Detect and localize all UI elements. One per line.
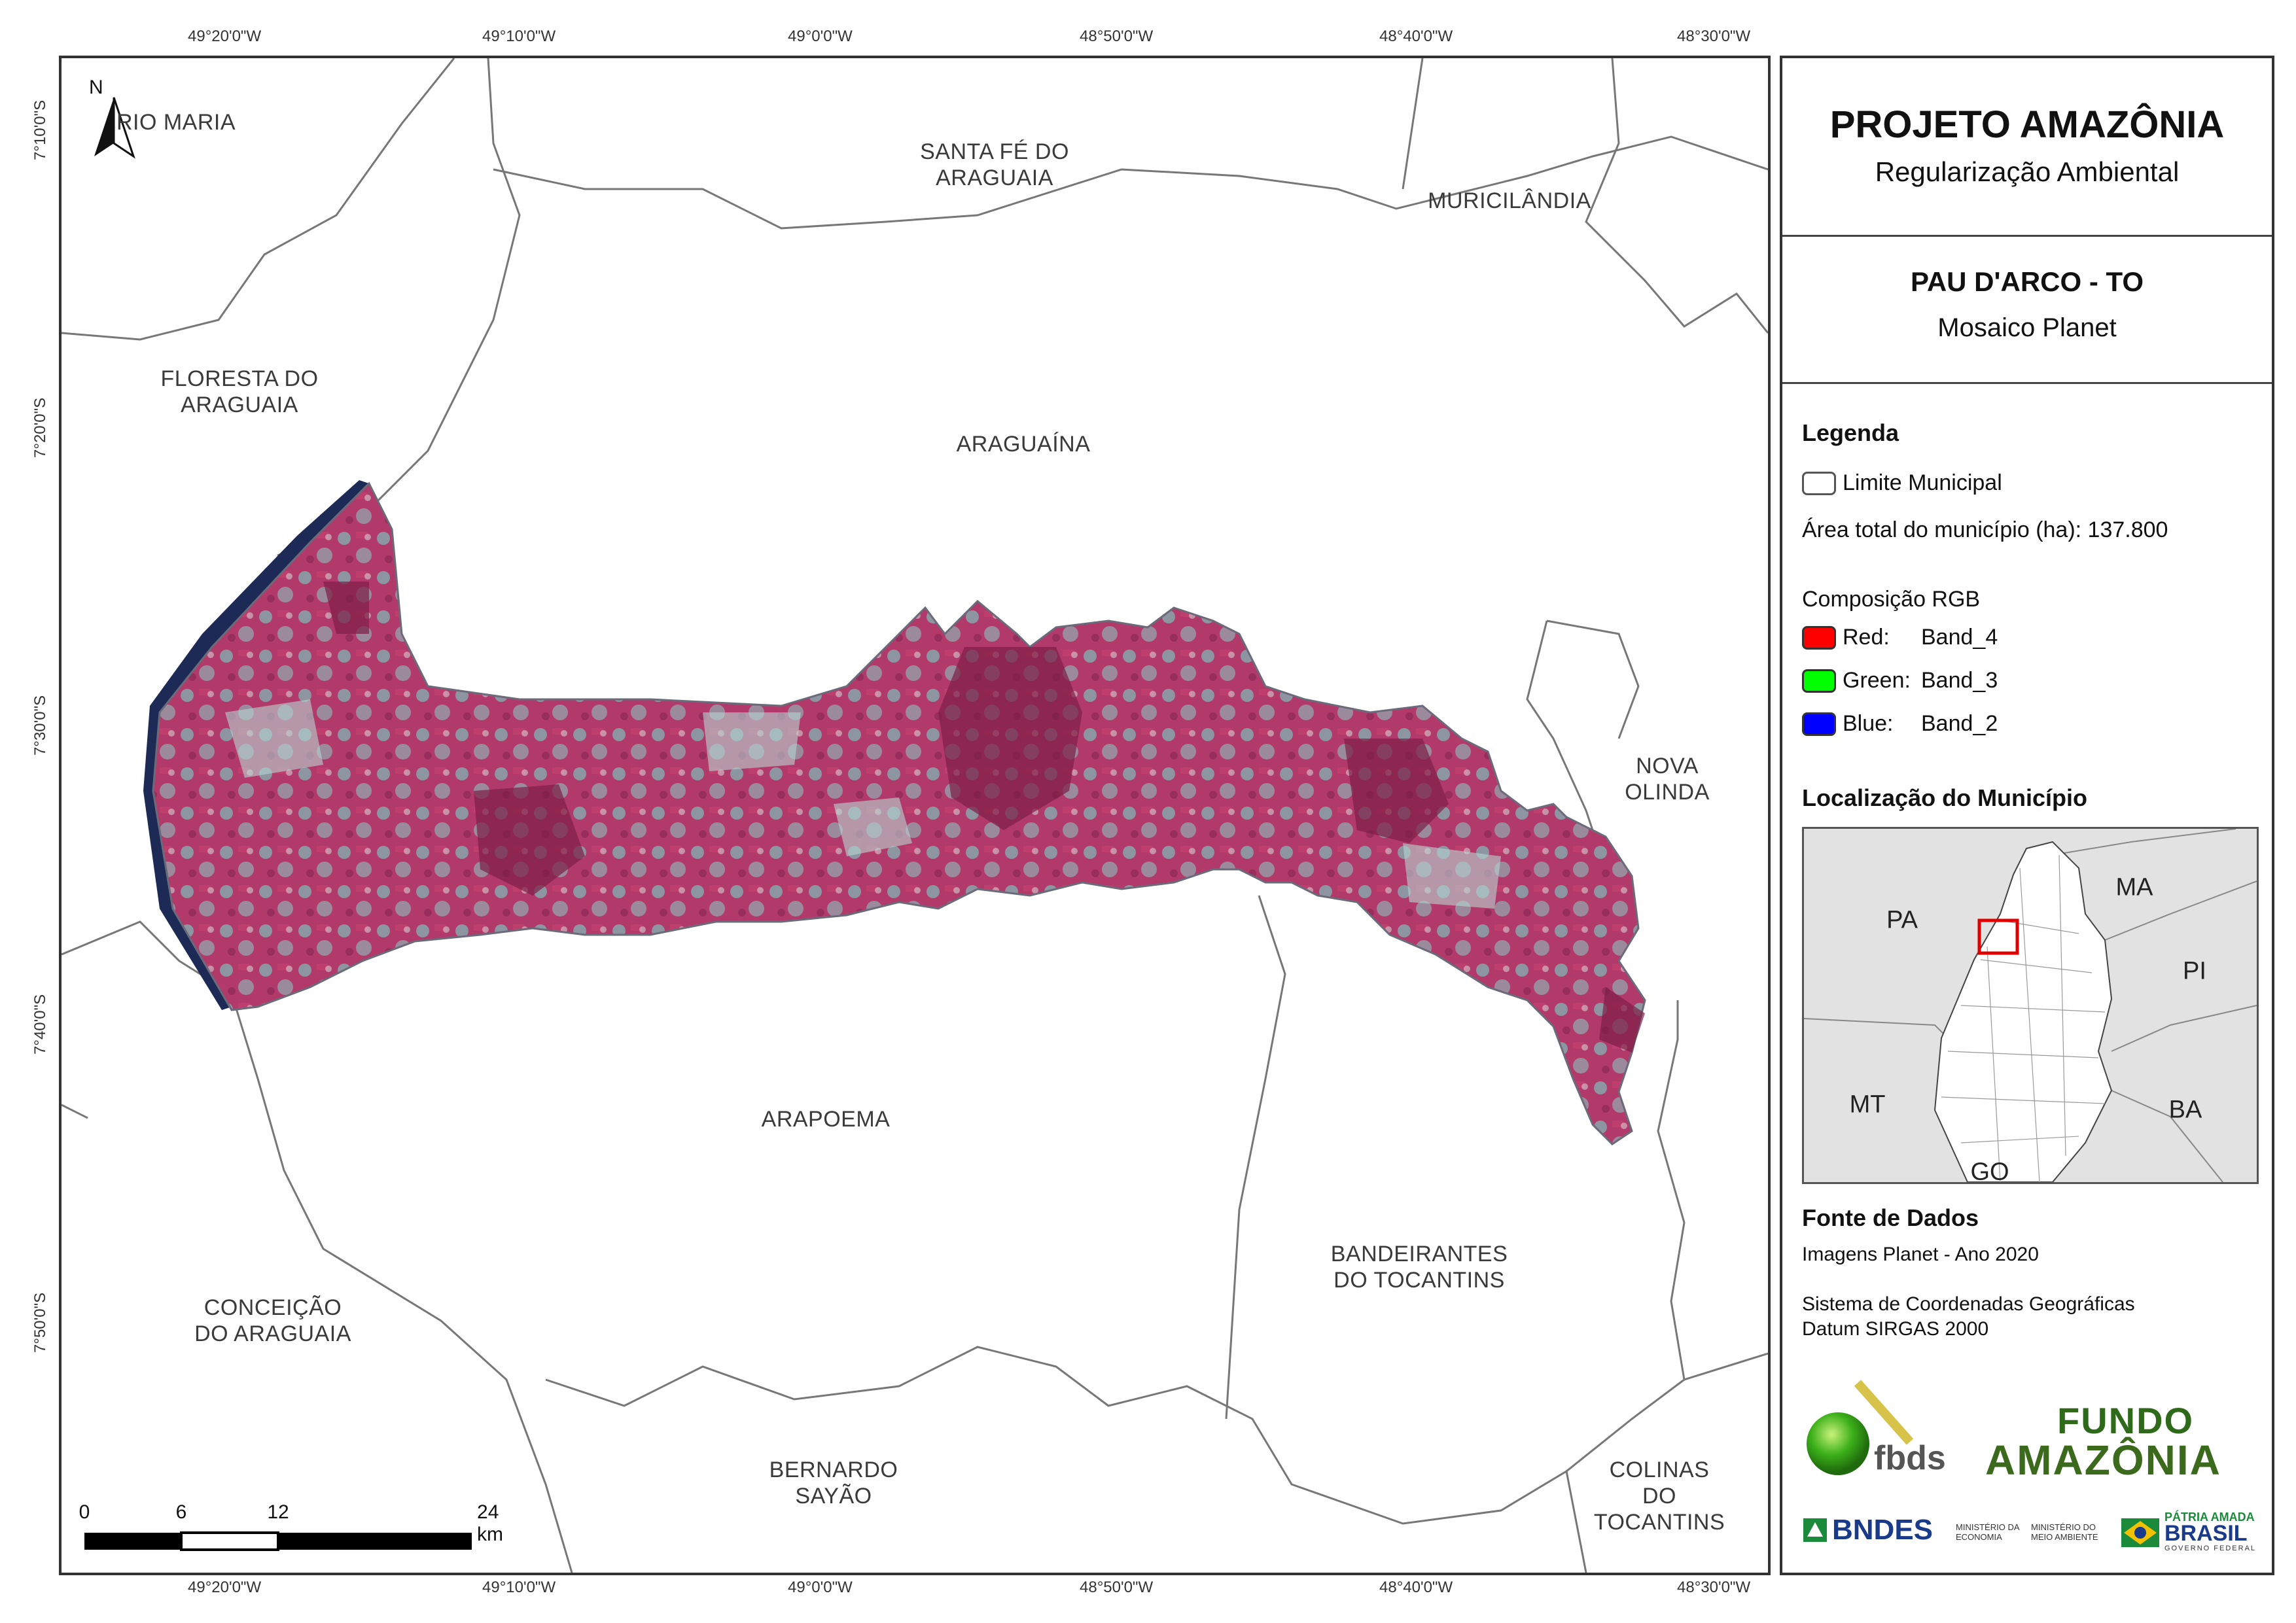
inset-label-go: GO (1970, 1158, 2009, 1184)
limit-swatch-icon (1802, 471, 1836, 495)
legend-panel: PROJETO AMAZÔNIA Regularização Ambiental… (1780, 56, 2274, 1575)
label-floresta: FLORESTA DO ARAGUAIA (160, 366, 319, 417)
scale-bar-segments (84, 1531, 472, 1551)
scale-label-6: 6 (175, 1501, 187, 1523)
coord-bottom-4: 48°50'0"W (1080, 1579, 1154, 1596)
brazil-flag-icon (2121, 1518, 2159, 1547)
sources-crs-1: Sistema de Coordenadas Geográficas (1802, 1293, 2135, 1315)
tocantins-state (1934, 841, 2113, 1182)
coord-top-6: 48°30'0"W (1677, 27, 1751, 45)
location-heading: Localização do Município (1802, 784, 2088, 811)
fbds-logo-text: fbds (1874, 1439, 1946, 1477)
band-red-swatch-icon (1802, 625, 1836, 650)
patria-amada-text: PÁTRIA AMADA (2164, 1510, 2255, 1524)
coord-left-2: 7°20'0"S (31, 397, 49, 458)
scale-label-24: 24 km (477, 1501, 504, 1545)
min-economia-logo: MINISTÉRIO DA ECONOMIA (1956, 1522, 2019, 1542)
coord-top-5: 48°40'0"W (1379, 27, 1453, 45)
legend-heading: Legenda (1802, 419, 1899, 446)
legend-limit-label: Limite Municipal (1843, 470, 2002, 495)
location-inset-map[interactable]: PA MA PI MT BA GO (1802, 827, 2259, 1184)
label-nova-olinda: NOVA OLINDA (1625, 754, 1710, 805)
forest-patches (323, 582, 1645, 1053)
band-blue-row: Blue: Band_2 (1802, 711, 1998, 737)
map-frame[interactable]: N RIO MARIA SANTA FÉ DO ARAGUAIA MURICIL… (59, 56, 1771, 1575)
sources-heading: Fonte de Dados (1802, 1204, 1979, 1231)
band-blue-swatch-icon (1802, 712, 1836, 736)
project-title: PROJETO AMAZÔNIA (1829, 103, 2225, 146)
label-arapoema: ARAPOEMA (761, 1107, 891, 1132)
inset-label-pi: PI (2183, 957, 2206, 985)
band-green-swatch-icon (1802, 669, 1836, 693)
municipal-boundaries (62, 58, 1768, 1573)
sources-crs-2: Datum SIRGAS 2000 (1802, 1318, 1989, 1340)
coord-bottom-5: 48°40'0"W (1379, 1579, 1453, 1596)
label-colinas: COLINAS DO TOCANTINS (1593, 1457, 1725, 1535)
coord-bottom-6: 48°30'0"W (1677, 1579, 1751, 1596)
band-green-label: Green: (1843, 668, 1911, 693)
band-red-row: Red: Band_4 (1802, 625, 1998, 650)
inset-label-ba: BA (2168, 1096, 2202, 1124)
fundo-amazonia-line2: AMAZÔNIA (1985, 1437, 2221, 1484)
bndes-logo: BNDES (1802, 1514, 1933, 1546)
coord-left-5: 7°50'0"S (31, 1292, 49, 1353)
label-conceicao: CONCEIÇÃO DO ARAGUAIA (194, 1295, 351, 1346)
inset-label-mt: MT (1849, 1091, 1886, 1119)
project-subtitle: Regularização Ambiental (1875, 156, 2180, 187)
governo-federal-text: GOVERNO FEDERAL (2164, 1544, 2257, 1552)
band-green-row: Green: Band_3 (1802, 668, 1998, 693)
band-red-value: Band_4 (1921, 625, 1998, 650)
sources-images: Imagens Planet - Ano 2020 (1802, 1244, 2039, 1265)
legend-area: Área total do município (ha): 137.800 (1802, 517, 2168, 542)
label-santa-fe: SANTA FÉ DO ARAGUAIA (920, 139, 1069, 190)
label-muricilandia: MURICILÂNDIA (1428, 188, 1591, 213)
fundo-amazonia-logo: FUNDO AMAZÔNIA (1985, 1399, 2260, 1484)
legend-rgb-heading: Composição RGB (1802, 587, 1981, 612)
label-bernardo: BERNARDO SAYÃO (769, 1457, 898, 1509)
inset-location-box (1977, 918, 2019, 955)
map-subtitle: Mosaico Planet (1937, 313, 2117, 342)
band-red-label: Red: (1843, 625, 1890, 650)
coord-left-3: 7°30'0"S (31, 695, 49, 756)
fbds-logo-icon (1807, 1380, 1914, 1475)
min-ambiente-logo: MINISTÉRIO DO MEIO AMBIENTE (2031, 1522, 2098, 1542)
coord-bottom-2: 49°10'0"W (482, 1579, 556, 1596)
separator-2 (1782, 382, 2272, 384)
map-title: PAU D'ARCO - TO (1910, 266, 2144, 297)
fbds-logo: fbds (1802, 1373, 1959, 1478)
label-araguaina: ARAGUAÍNA (956, 432, 1091, 457)
label-bandeirantes: BANDEIRANTES DO TOCANTINS (1330, 1242, 1508, 1293)
scale-label-0: 0 (79, 1501, 90, 1523)
coord-top-1: 49°20'0"W (188, 27, 262, 45)
separator-1 (1782, 235, 2272, 237)
inset-canvas (1804, 829, 2257, 1182)
scale-bar: 0 6 12 24 km (79, 1501, 503, 1556)
coord-top-3: 49°0'0"W (788, 27, 853, 45)
band-blue-value: Band_2 (1921, 711, 1998, 736)
inset-label-pa: PA (1886, 906, 1918, 934)
scale-label-12: 12 (267, 1501, 289, 1523)
band-green-value: Band_3 (1921, 668, 1998, 693)
north-arrow-label: N (89, 77, 103, 98)
coord-left-4: 7°40'0"S (31, 994, 49, 1055)
cleared-patches (225, 699, 1501, 909)
legend-limit-row: Limite Municipal (1802, 470, 2002, 496)
north-arrow-icon (94, 97, 135, 159)
bndes-text: BNDES (1832, 1514, 1934, 1546)
inset-label-ma: MA (2115, 873, 2153, 901)
map-canvas[interactable] (62, 58, 1768, 1573)
river (143, 480, 369, 1010)
label-rio-maria: RIO MARIA (116, 110, 236, 135)
bndes-icon (1803, 1518, 1827, 1542)
coord-top-2: 49°10'0"W (482, 27, 556, 45)
coord-bottom-1: 49°20'0"W (188, 1579, 262, 1596)
coord-left-1: 7°10'0"S (31, 99, 49, 160)
coord-bottom-3: 49°0'0"W (788, 1579, 853, 1596)
gov-brasil-logo: PÁTRIA AMADA BRASIL GOVERNO FEDERAL (2121, 1509, 2265, 1555)
band-blue-label: Blue: (1843, 711, 1894, 736)
fundo-amazonia-line1: FUNDO (2057, 1400, 2195, 1441)
coord-top-4: 48°50'0"W (1080, 27, 1154, 45)
brasil-text: BRASIL (2164, 1521, 2248, 1546)
